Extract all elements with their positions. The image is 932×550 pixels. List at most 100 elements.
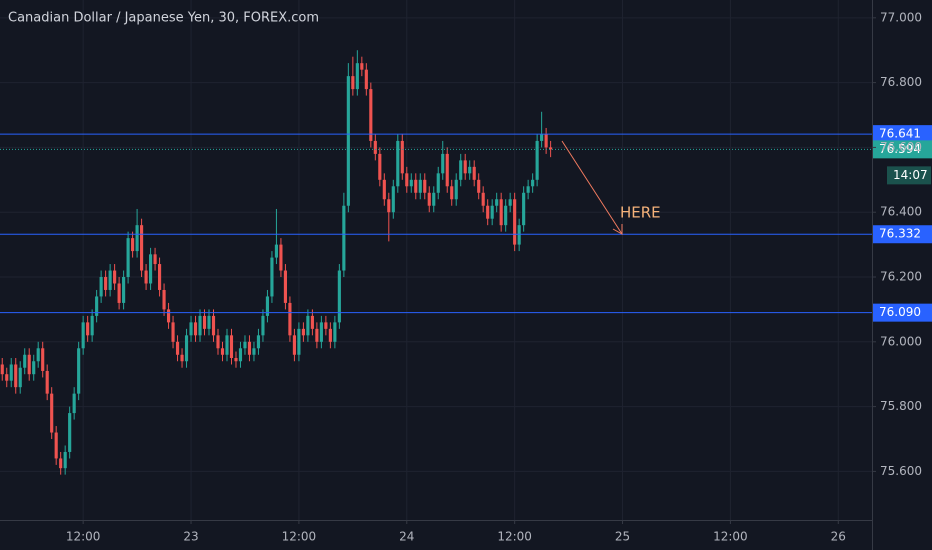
candle-body [414,179,418,193]
candle-body [36,348,40,362]
candle-body [193,322,198,336]
candle-body [95,296,99,316]
candle-body [535,140,539,180]
candle-body [306,315,310,336]
candle-body [265,296,270,316]
candle-body [400,140,404,174]
candle-body [346,76,350,206]
candle-body [450,186,454,200]
candle-body [54,432,58,459]
candle-body [50,393,54,433]
candle-body [454,179,458,200]
last-price-label: 76.594 [879,142,921,156]
candle-body [14,364,18,388]
candle-body [468,166,472,174]
candle-body [45,370,49,394]
candle-body [198,315,202,336]
last-price-bg [873,140,932,159]
candle-body [202,315,207,329]
candle-body [544,134,548,148]
y-tick-label: 76.000 [880,334,922,348]
candle-body [360,63,364,70]
candle-body [315,328,319,342]
annotation-arrow [561,140,623,235]
candle-body [243,341,247,349]
candle-body [184,335,189,362]
candle-body [364,69,368,90]
candle-body [0,364,4,375]
x-tick-label: 12:00 [497,530,532,544]
candle-body [157,264,162,290]
candle-body [351,76,355,90]
chart-title: Canadian Dollar / Japanese Yen, 30, FORE… [8,11,319,26]
candle-body [396,140,400,187]
candle-body [77,348,81,394]
candle-body [238,348,243,362]
candle-body [283,270,287,303]
candle-body [418,179,422,193]
candle-body [463,160,467,174]
y-tick-label: 75.800 [880,399,922,413]
candle-body [481,192,485,206]
candle-body [513,199,517,245]
candle-body [23,354,27,368]
candle-body [387,199,391,213]
candle-body [270,257,274,297]
candle-body [522,192,526,226]
candle-body [211,315,216,336]
candle-body [328,328,332,342]
candle-body [297,328,301,355]
candle-body [459,160,463,180]
candle-body [81,322,85,349]
grid [0,0,872,520]
candle-body [445,153,449,187]
candle-body [9,364,13,381]
candle-body [333,322,337,342]
candle-body [495,199,499,206]
level-label-bg [873,125,932,144]
candle-body [274,244,279,258]
y-tick-label: 76.200 [880,270,922,284]
level-label: 76.641 [879,127,921,141]
x-tick-label: 23 [183,530,198,544]
candle-body [180,354,184,362]
candle-body [486,205,490,219]
candle-body [72,393,76,414]
candle-body [490,205,494,219]
candle-body [32,361,36,375]
candle-body [171,322,175,342]
level-label: 76.332 [879,227,921,241]
candle-body [216,335,220,349]
candle-body [319,322,323,342]
candle-body [131,238,135,252]
annotation-text: HERE [620,204,661,222]
candle-body [247,341,252,355]
x-tick-label: 26 [831,530,846,544]
candle-body [409,179,413,187]
candle-body [108,270,112,290]
x-tick-label: 12:00 [713,530,748,544]
candle-body [68,413,72,452]
candle-body [149,254,153,284]
candle-body [5,374,9,381]
candle-body [41,348,45,371]
candle-body [472,166,476,180]
candle-body [342,205,346,271]
candle-body [373,140,377,154]
candle-body [355,63,359,90]
countdown-bg [887,166,931,185]
candle-body [162,289,166,310]
candle-body [382,179,386,200]
level-label: 76.090 [879,305,921,319]
level-label-bg [873,303,932,322]
candle-body [225,335,229,355]
arrow-head [612,224,623,235]
candle-body [531,179,535,187]
candle-body [292,335,296,355]
x-tick-label: 24 [399,530,414,544]
candle-body [104,277,108,290]
candle-body [301,328,305,336]
candle-body [405,173,409,187]
x-tick-label: 12:00 [282,530,317,544]
candle-body [499,199,503,226]
